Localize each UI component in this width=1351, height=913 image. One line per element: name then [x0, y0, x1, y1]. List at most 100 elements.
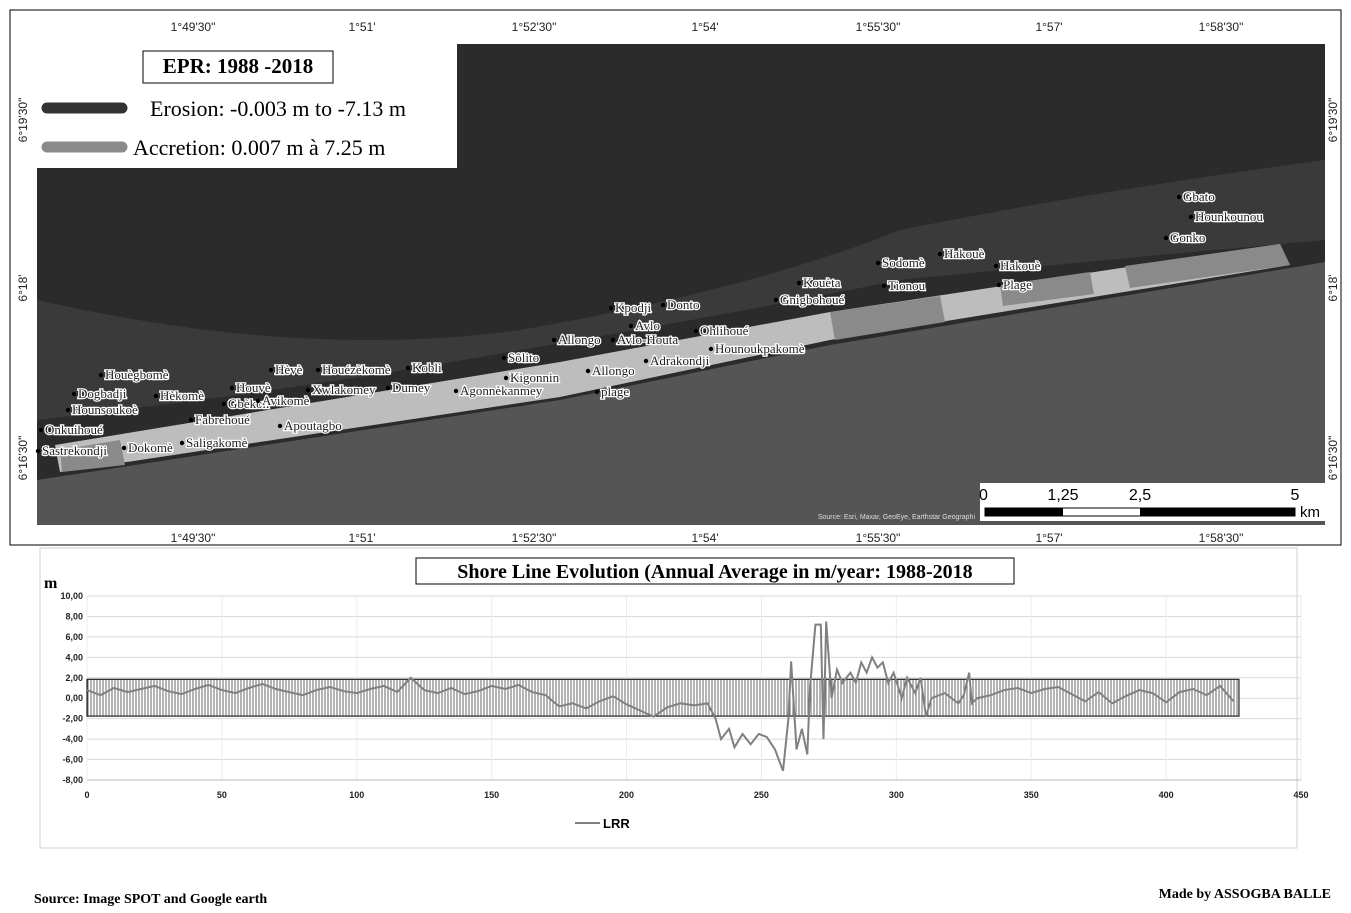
place-marker: [997, 283, 1001, 287]
place-label: Kigonnin: [510, 370, 560, 385]
y-axis-label: m: [44, 575, 58, 592]
place-marker: [39, 428, 43, 432]
place-marker: [316, 368, 320, 372]
place-marker: [709, 347, 713, 351]
y-tick-label: 0,00: [65, 693, 83, 703]
place-label: Fabrehoué: [195, 412, 250, 427]
place-label: Hounsoukoè: [72, 402, 138, 417]
y-tick-label: -8,00: [62, 775, 83, 785]
place-label: Kpodji: [615, 300, 652, 315]
place-marker: [189, 418, 193, 422]
place-marker: [36, 449, 40, 453]
place-marker: [278, 424, 282, 428]
place-label: Allongo: [558, 332, 601, 347]
place-marker: [269, 368, 273, 372]
place-marker: [504, 376, 508, 380]
place-label: Hakouè: [1000, 258, 1041, 273]
place-label: Hounoukpakomè: [715, 341, 805, 356]
latitude-label: 6°19'30": [16, 98, 30, 143]
chart-title: Shore Line Evolution (Annual Average in …: [457, 561, 972, 583]
place-marker: [230, 386, 234, 390]
place-marker: [502, 356, 506, 360]
latitude-label: 6°16'30": [1326, 436, 1340, 481]
place-label: Avlo-Houta: [617, 332, 678, 347]
place-marker: [586, 369, 590, 373]
place-label: Sastrekondji: [42, 443, 107, 458]
place-marker: [122, 446, 126, 450]
legend-label: Erosion: -0.003 m to -7.13 m: [150, 96, 406, 121]
longitude-label: 1°52'30": [512, 531, 557, 545]
y-tick-label: -6,00: [62, 755, 83, 765]
place-label: Kobli: [412, 360, 442, 375]
place-marker: [386, 386, 390, 390]
longitude-label: 1°51': [348, 531, 375, 545]
x-tick-label: 50: [217, 790, 227, 800]
scale-label: 0: [979, 487, 988, 504]
place-label: Allongo: [592, 363, 635, 378]
place-marker: [876, 261, 880, 265]
place-label: plage: [601, 384, 629, 399]
place-label: Houézèkomè: [322, 362, 391, 377]
x-tick-label: 100: [349, 790, 364, 800]
place-label: Gonko: [1170, 230, 1205, 245]
place-label: Hakouè: [944, 246, 985, 261]
place-label: Hèvè: [275, 362, 303, 377]
y-tick-label: 8,00: [65, 611, 83, 621]
place-marker: [66, 408, 70, 412]
longitude-label: 1°57': [1035, 20, 1062, 34]
scale-label: 1,25: [1047, 487, 1078, 504]
y-tick-label: 6,00: [65, 632, 83, 642]
credit: Made by ASSOGBA BALLE: [1159, 887, 1331, 902]
longitude-label: 1°52'30": [512, 20, 557, 34]
scale-bar: [1140, 508, 1295, 516]
longitude-label: 1°49'30": [171, 531, 216, 545]
place-marker: [1177, 195, 1181, 199]
place-label: Saligakomè: [186, 435, 248, 450]
place-marker: [256, 399, 260, 403]
x-tick-label: 350: [1024, 790, 1039, 800]
place-label: Avikomè: [262, 393, 310, 408]
place-label: Hounkounou: [1195, 209, 1263, 224]
place-marker: [406, 366, 410, 370]
y-tick-label: 10,00: [60, 591, 83, 601]
place-label: Gbato: [1183, 189, 1215, 204]
scale-label: 2,5: [1129, 487, 1151, 504]
place-label: Onkuihoué: [45, 422, 103, 437]
latitude-label: 6°18': [1326, 274, 1340, 301]
place-marker: [644, 359, 648, 363]
scale-label: 5: [1291, 487, 1300, 504]
place-label: Gnigbohoué: [780, 292, 845, 307]
place-label: Adrakondji: [650, 353, 710, 368]
place-marker: [629, 324, 633, 328]
place-label: Dogbadji: [78, 386, 127, 401]
x-tick-label: 200: [619, 790, 634, 800]
place-marker: [1189, 215, 1193, 219]
x-tick-label: 0: [84, 790, 89, 800]
place-marker: [609, 306, 613, 310]
place-marker: [694, 329, 698, 333]
place-marker: [222, 402, 226, 406]
place-label: Avlo: [635, 318, 660, 333]
place-label: Tionou: [888, 278, 926, 293]
place-marker: [72, 392, 76, 396]
x-tick-label: 150: [484, 790, 499, 800]
place-marker: [882, 284, 886, 288]
place-marker: [611, 338, 615, 342]
place-label: Agonnèkanmey: [460, 383, 543, 398]
x-tick-label: 450: [1293, 790, 1308, 800]
source: Source: Image SPOT and Google earth: [34, 892, 267, 907]
place-label: Dumey: [392, 380, 431, 395]
y-tick-label: -2,00: [62, 714, 83, 724]
latitude-label: 6°19'30": [1326, 98, 1340, 143]
place-marker: [994, 264, 998, 268]
legend-title: EPR: 1988 -2018: [163, 54, 314, 78]
place-marker: [454, 389, 458, 393]
place-label: Donto: [667, 297, 700, 312]
y-tick-label: 4,00: [65, 652, 83, 662]
x-tick-label: 250: [754, 790, 769, 800]
place-label: Sôlito: [508, 350, 539, 365]
place-marker: [938, 252, 942, 256]
place-marker: [1164, 236, 1168, 240]
place-label: Xwlakomey: [312, 382, 376, 397]
latitude-label: 6°18': [16, 274, 30, 301]
